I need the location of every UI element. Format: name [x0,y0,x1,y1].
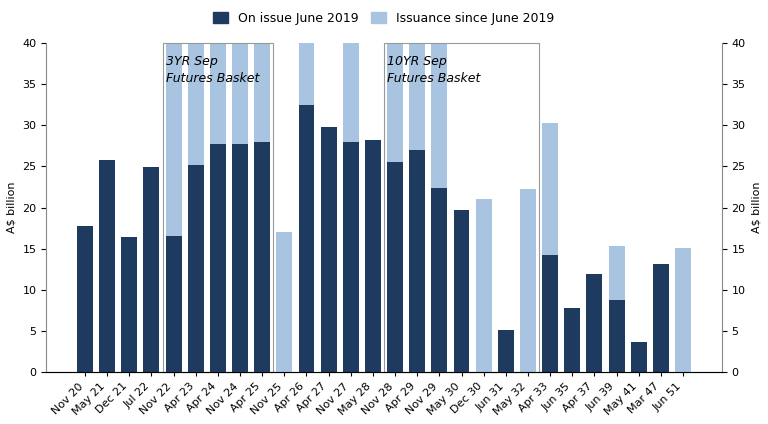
Bar [77,226,93,372]
Bar [343,0,359,142]
Bar [454,210,469,372]
Bar [653,264,669,372]
Bar [608,246,624,300]
Bar [542,123,558,255]
Bar [254,142,270,372]
Bar [210,0,226,144]
Bar [321,127,336,372]
Bar [564,308,580,372]
Bar [608,300,624,372]
Bar [166,236,181,372]
Bar [166,19,181,236]
Bar [343,142,359,372]
Bar [475,199,492,372]
Bar [432,0,447,188]
Bar [232,144,248,372]
Bar [188,165,204,372]
Bar [387,0,403,162]
Bar [520,189,536,372]
Bar [163,43,273,372]
Bar [210,144,226,372]
Bar [99,160,115,372]
Bar [276,232,293,372]
Bar [409,0,425,150]
Bar [299,0,314,105]
Bar [254,0,270,142]
Text: 3YR Sep: 3YR Sep [166,56,217,68]
Bar [232,0,248,144]
Text: Futures Basket: Futures Basket [387,72,481,85]
Bar [542,255,558,372]
Text: Futures Basket: Futures Basket [166,72,260,85]
Bar [188,0,204,165]
Bar [587,274,602,372]
Bar [384,43,539,372]
Bar [631,343,647,372]
Legend: On issue June 2019, Issuance since June 2019: On issue June 2019, Issuance since June … [208,7,560,30]
Bar [144,167,160,372]
Y-axis label: A$ billion: A$ billion [751,182,761,233]
Bar [365,140,381,372]
Bar [675,248,691,372]
Bar [432,188,447,372]
Text: 10YR Sep: 10YR Sep [387,56,447,68]
Bar [498,330,514,372]
Bar [299,105,314,372]
Bar [387,162,403,372]
Bar [121,237,137,372]
Bar [409,150,425,372]
Y-axis label: A$ billion: A$ billion [7,182,17,233]
